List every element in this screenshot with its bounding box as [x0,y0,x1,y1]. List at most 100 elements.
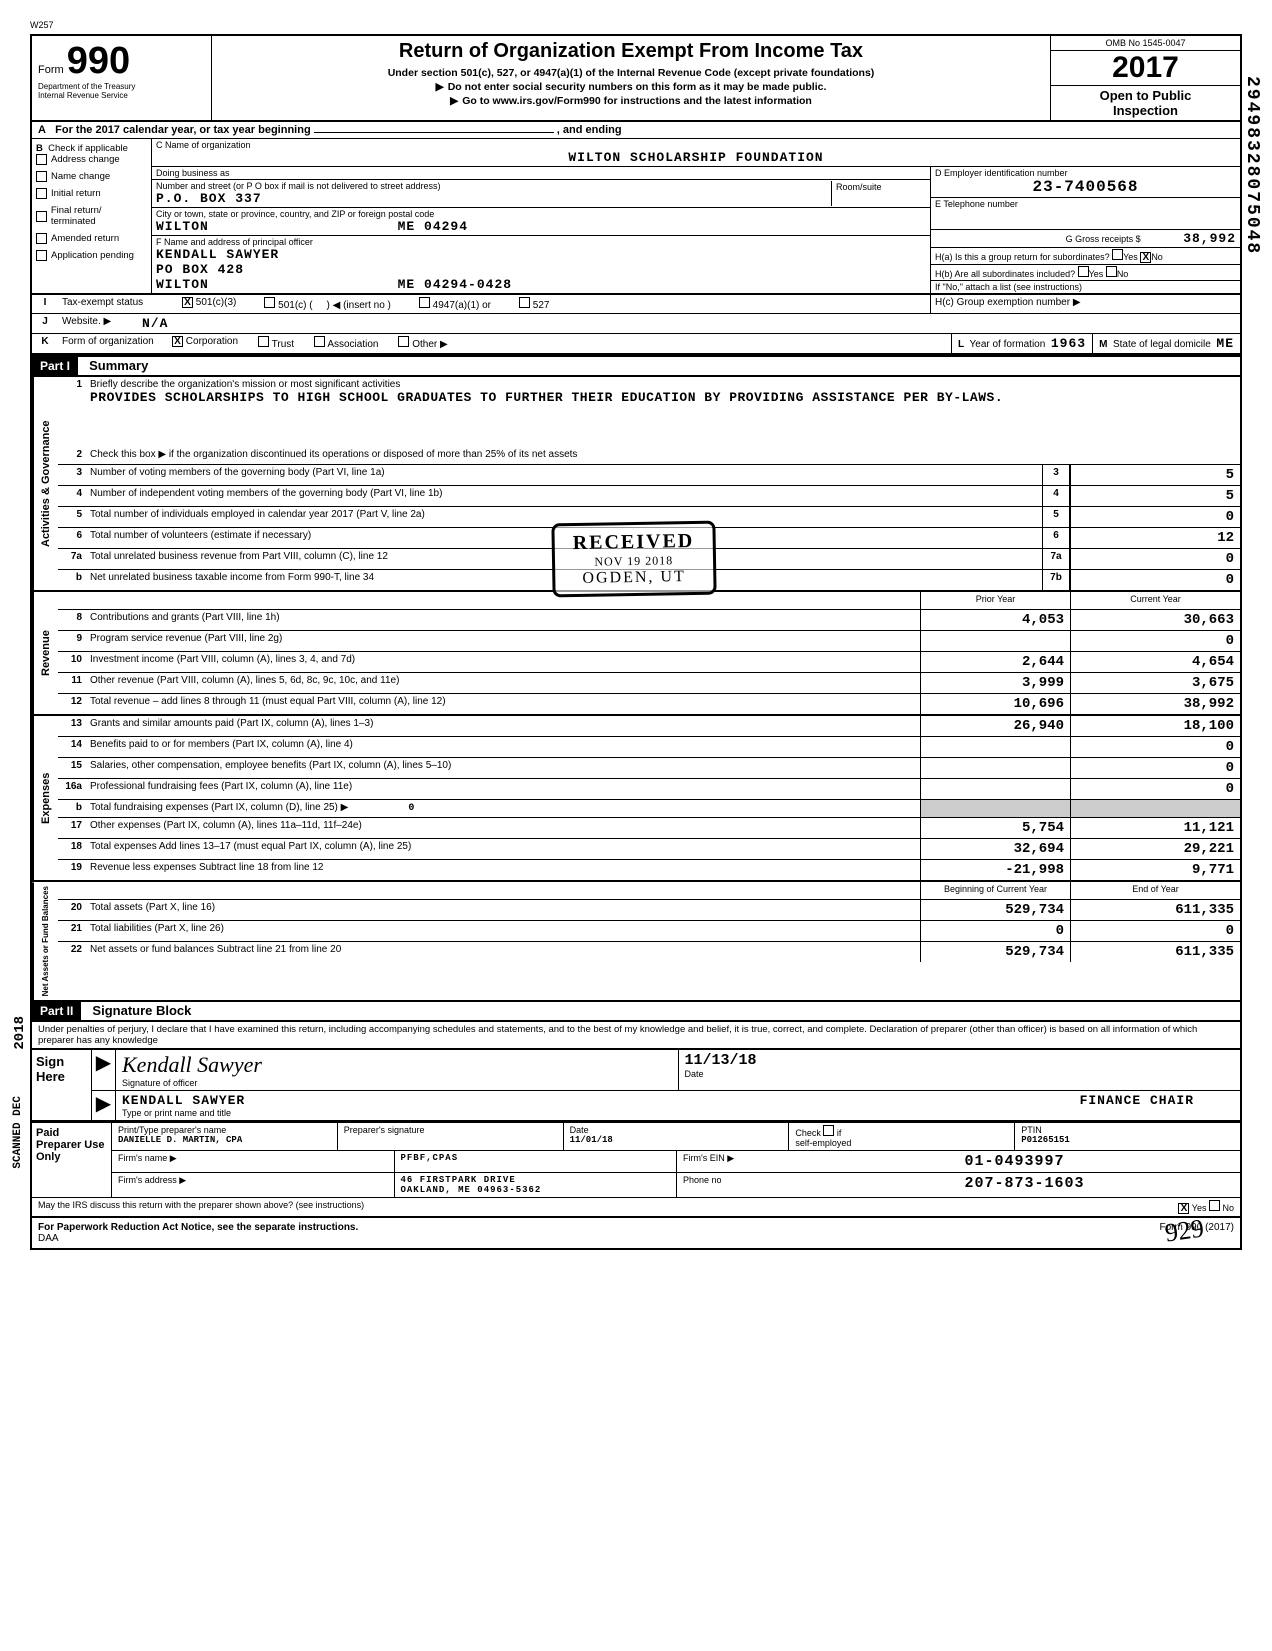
lbl-trust: Trust [272,339,294,350]
ptin-label: PTIN [1021,1125,1234,1135]
chk-ha-no[interactable]: X [1140,252,1151,263]
firm-name: PFBF,CPAS [395,1151,677,1172]
officer-city: WILTON [156,277,209,292]
chk-hb-no[interactable] [1106,266,1117,277]
chk-other[interactable] [398,336,409,347]
phone-label: E Telephone number [935,199,1236,209]
lbl-527: 527 [533,300,550,311]
top-code: W257 [30,20,1242,30]
gross-receipts-value: 38,992 [1183,231,1236,246]
street-value: P.O. BOX 337 [156,191,831,206]
chk-address-change[interactable] [36,154,47,165]
sign-here-label: Sign Here [32,1050,92,1121]
subtitle-section: Under section 501(c), 527, or 4947(a)(1)… [218,67,1044,79]
chk-self-employed[interactable] [823,1125,834,1136]
name-of-org-label: C Name of organization [156,140,1236,150]
summary-row: 11 Other revenue (Part VIII, column (A),… [58,673,1240,694]
lbl-ha-no: No [1151,252,1163,262]
subtitle-url: Go to www.irs.gov/Form990 for instructio… [218,95,1044,107]
chk-assoc[interactable] [314,336,325,347]
firm-phone: 207-873-1603 [959,1173,1241,1197]
chk-name-change[interactable] [36,171,47,182]
summary-net-assets: Net Assets or Fund Balances Beginning of… [32,882,1240,1000]
preparer-name: DANIELLE D. MARTIN, CPA [118,1135,331,1145]
city-value: WILTON [156,219,209,234]
check-label: Check [795,1128,821,1138]
signature-block: Sign Here ▶ Kendall Sawyer Signature of … [32,1048,1240,1218]
summary-row: 6 Total number of volunteers (estimate i… [58,528,1240,549]
chk-discuss-no[interactable] [1209,1200,1220,1211]
summary-row: 20 Total assets (Part X, line 16) 529,73… [58,900,1240,921]
arrow-icon: ▶ [92,1050,116,1090]
q1-text: Briefly describe the organization's miss… [90,379,400,390]
summary-row: 7a Total unrelated business revenue from… [58,549,1240,570]
firm-city: OAKLAND, ME 04963-5362 [401,1185,671,1195]
firm-ein: 01-0493997 [959,1151,1241,1172]
chk-527[interactable] [519,297,530,308]
discuss-question: May the IRS discuss this return with the… [32,1198,636,1216]
year-formation-value: 1963 [1051,336,1086,351]
summary-row: 9 Program service revenue (Part VIII, li… [58,631,1240,652]
current-year-header: Current Year [1070,592,1240,609]
lbl-ha-yes: Yes [1123,252,1138,262]
preparer-date-label: Date [570,1125,783,1135]
section-a: A For the 2017 calendar year, or tax yea… [32,122,1240,139]
summary-row: 18 Total expenses Add lines 13–17 (must … [58,839,1240,860]
beginning-year-header: Beginning of Current Year [920,882,1070,899]
signature-date: 11/13/18 [685,1052,1235,1069]
lbl-address-change: Address change [51,154,120,165]
chk-discuss-yes[interactable]: X [1178,1203,1189,1214]
firm-ein-label: Firm's EIN ▶ [676,1151,959,1172]
h-note: If "No," attach a list (see instructions… [931,281,1240,293]
mission-statement: PROVIDES SCHOLARSHIPS TO HIGH SCHOOL GRA… [90,390,1003,405]
ein-label: D Employer identification number [935,168,1236,178]
room-suite-label: Room/suite [831,181,926,206]
h-b-label: H(b) Are all subordinates included? [935,269,1075,279]
line-j: J Website. ▶ N/A [32,314,1240,334]
state-domicile-value: ME [1216,336,1234,351]
form-header: Form 990 Department of the Treasury Inte… [32,36,1240,122]
state-zip-value: ME 04294 [398,219,468,234]
city-label: City or town, state or province, country… [156,209,926,219]
lbl-discuss-no: No [1222,1203,1234,1213]
officer-state-zip: ME 04294-0428 [398,277,512,292]
lbl-application-pending: Application pending [51,250,134,261]
self-employed-label: self-employed [795,1138,851,1148]
firm-street: 46 FIRSTPARK DRIVE [401,1175,671,1185]
chk-amended-return[interactable] [36,233,47,244]
chk-4947[interactable] [419,297,430,308]
street-label: Number and street (or P O box if mail is… [156,181,831,191]
lbl-other: Other ▶ [412,339,447,350]
chk-final-return[interactable] [36,211,47,222]
paid-preparer-label: Paid Preparer Use Only [32,1123,112,1197]
firm-name-label: Firm's name ▶ [112,1151,395,1172]
lbl-assoc: Association [327,339,378,350]
form-label: Form [38,64,64,76]
officer-street: PO BOX 428 [156,262,926,277]
chk-initial-return[interactable] [36,188,47,199]
summary-row: b Net unrelated business taxable income … [58,570,1240,590]
chk-application-pending[interactable] [36,250,47,261]
chk-hb-yes[interactable] [1078,266,1089,277]
summary-row: b Total fundraising expenses (Part IX, c… [58,800,1240,818]
ein-value: 23-7400568 [935,178,1236,196]
form-title: Return of Organization Exempt From Incom… [218,40,1044,63]
chk-corp[interactable]: X [172,336,183,347]
handwritten-initials: 929 [1163,1214,1206,1249]
state-domicile-label: State of legal domicile [1113,339,1211,350]
officer-label: F Name and address of principal officer [156,237,926,247]
side-label-net: Net Assets or Fund Balances [32,882,58,1000]
open-public: Open to Public [1100,88,1192,103]
website-value: N/A [138,314,172,333]
lbl-insert-no: ◀ (insert no ) [333,300,391,311]
line-i: I Tax-exempt status X 501(c)(3) 501(c) (… [32,295,1240,314]
summary-row: 10 Investment income (Part VIII, column … [58,652,1240,673]
summary-row: 19 Revenue less expenses Subtract line 1… [58,860,1240,880]
chk-501c[interactable] [264,297,275,308]
chk-trust[interactable] [258,336,269,347]
inspection: Inspection [1113,103,1178,118]
summary-row: 12 Total revenue – add lines 8 through 1… [58,694,1240,714]
date-label: Date [685,1069,1235,1079]
chk-501c3[interactable]: X [182,297,193,308]
chk-ha-yes[interactable] [1112,249,1123,260]
